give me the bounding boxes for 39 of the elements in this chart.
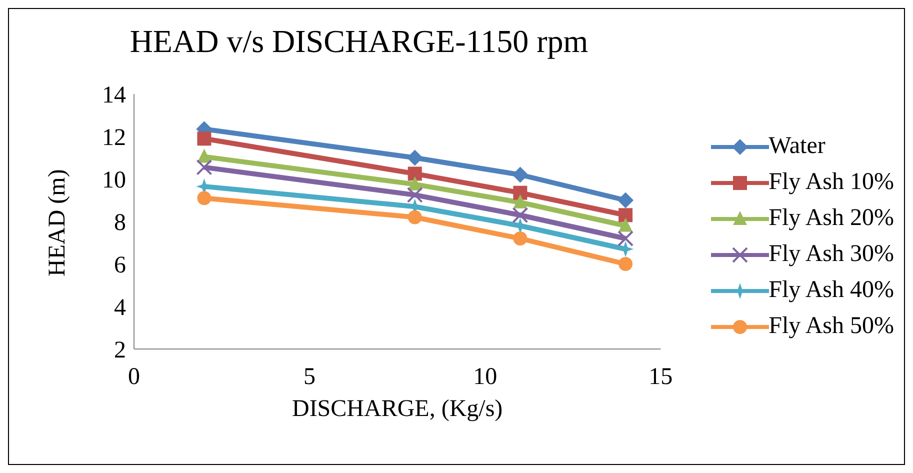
y-tick-label: 10	[102, 168, 126, 194]
point	[512, 207, 528, 224]
legend-label: Water	[768, 133, 826, 160]
y-tick-label: 6	[114, 252, 126, 279]
chart-title: HEAD v/s DISCHARGE-1150 rpm	[128, 23, 590, 60]
y-tick-label: 2	[114, 338, 126, 364]
point	[197, 191, 212, 206]
x-tick-label: 5	[304, 364, 316, 390]
point	[618, 208, 633, 222]
y-tick-label: 4	[114, 295, 126, 322]
x-axis-title: DISCHARGE, (Kg/s)	[292, 396, 503, 422]
point	[618, 218, 633, 232]
y-tick-label: 8	[114, 210, 126, 236]
point	[197, 132, 212, 146]
point	[196, 159, 212, 176]
point	[406, 150, 423, 166]
point	[513, 232, 528, 246]
legend-label: Fly Ash 50%	[768, 313, 894, 340]
legend-label: Fly Ash 10%	[768, 169, 894, 196]
point	[618, 257, 633, 271]
point	[408, 166, 422, 181]
x-tick-label: 10	[473, 364, 498, 390]
legend-label: Fly Ash 30%	[768, 241, 894, 268]
legend-label: Fly Ash 40%	[768, 277, 894, 304]
point	[408, 210, 422, 224]
x-tick-label: 15	[648, 364, 673, 390]
point	[512, 166, 528, 183]
point	[618, 230, 634, 246]
point	[406, 186, 423, 203]
point	[513, 186, 528, 200]
point	[618, 192, 634, 208]
x-tick-label: 0	[128, 364, 140, 390]
legend-label: Fly Ash 20%	[768, 205, 894, 232]
y-tick-label: 12	[102, 125, 126, 152]
point	[197, 148, 212, 163]
y-axis-title: HEAD (m)	[44, 169, 71, 276]
point	[513, 194, 528, 208]
y-tick-label: 14	[102, 82, 126, 109]
point	[408, 176, 422, 190]
